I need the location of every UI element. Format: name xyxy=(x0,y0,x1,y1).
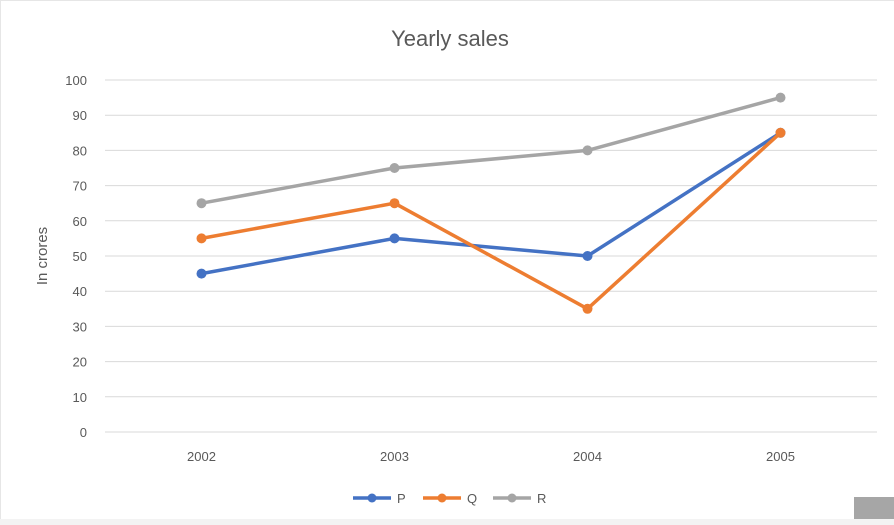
y-axis-label: In crores xyxy=(34,227,51,285)
series-r-point xyxy=(775,92,786,103)
legend-p-marker xyxy=(367,493,377,503)
series-lines xyxy=(196,92,786,314)
x-tick-label: 2005 xyxy=(766,449,795,464)
series-q-point xyxy=(389,198,400,209)
y-tick-label: 30 xyxy=(73,319,87,334)
series-r-point xyxy=(582,145,593,156)
y-tick-label: 90 xyxy=(73,108,87,123)
y-tick-label: 0 xyxy=(80,425,87,440)
legend-q-marker xyxy=(437,493,447,503)
series-r-line xyxy=(201,95,781,205)
series-q-line xyxy=(201,131,782,311)
legend: P Q R xyxy=(353,491,546,506)
series-q-point xyxy=(775,127,786,138)
legend-p-label: P xyxy=(397,491,406,506)
series-q-point xyxy=(582,303,593,314)
legend-r-marker xyxy=(507,493,517,503)
series-p-point xyxy=(196,268,207,279)
y-tick-label: 20 xyxy=(73,355,87,370)
legend-q-label: Q xyxy=(467,491,477,506)
y-tick-label: 80 xyxy=(73,143,87,158)
x-axis-ticks: 2002 2003 2004 2005 xyxy=(187,449,795,464)
y-tick-label: 50 xyxy=(73,249,87,264)
corner-tab[interactable] xyxy=(854,497,894,519)
y-tick-label: 100 xyxy=(65,73,87,88)
y-tick-label: 60 xyxy=(73,214,87,229)
series-q-point xyxy=(196,233,207,244)
y-tick-label: 10 xyxy=(73,390,87,405)
series-r-point xyxy=(196,198,207,209)
chart-title: Yearly sales xyxy=(391,26,509,51)
y-tick-label: 40 xyxy=(73,284,87,299)
x-tick-label: 2003 xyxy=(380,449,409,464)
series-p-point xyxy=(582,251,593,261)
x-tick-label: 2004 xyxy=(573,449,602,464)
y-axis-ticks: 0 10 20 30 40 50 60 70 80 90 100 xyxy=(65,73,87,440)
legend-r-label: R xyxy=(537,491,546,506)
series-r-point xyxy=(389,163,400,173)
series-p-point xyxy=(389,233,400,244)
x-tick-label: 2002 xyxy=(187,449,216,464)
y-tick-label: 70 xyxy=(73,179,87,194)
series-p-line xyxy=(201,131,782,276)
